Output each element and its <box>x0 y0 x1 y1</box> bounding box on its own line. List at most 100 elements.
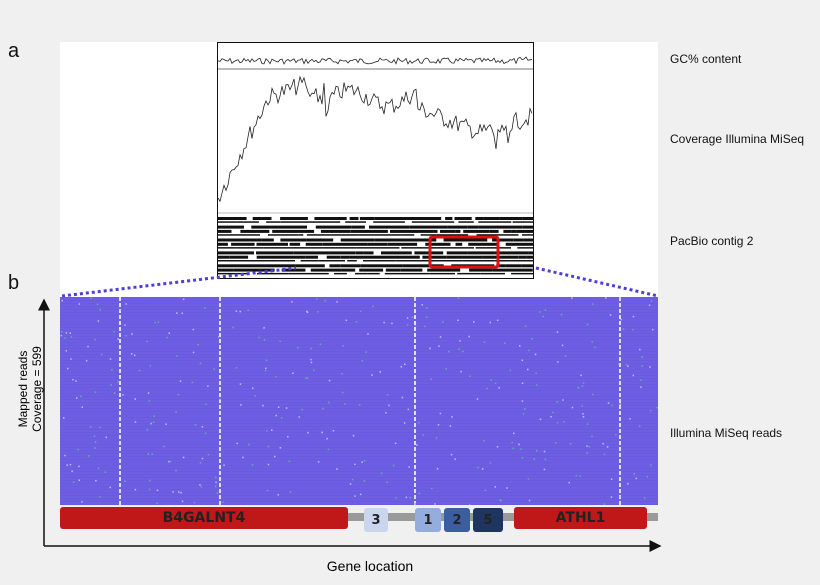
mismatch-dot <box>153 415 155 417</box>
contig-segment <box>433 229 438 233</box>
mismatch-dot <box>109 358 112 360</box>
mismatch-dot <box>392 464 395 467</box>
mismatch-dot <box>94 391 97 393</box>
mismatch-dot <box>388 404 390 407</box>
contig-segment <box>231 242 255 246</box>
contig-segment <box>290 260 295 262</box>
contig-segment <box>499 217 523 220</box>
mismatch-dot <box>232 326 234 329</box>
contig-segment <box>522 217 533 220</box>
contig-segment <box>247 260 279 262</box>
mismatch-dot <box>94 447 96 449</box>
mismatch-dot <box>622 328 625 330</box>
contig-segment <box>394 229 434 233</box>
mismatch-dot <box>81 501 83 503</box>
contig-segment <box>345 221 366 223</box>
mismatch-dot <box>469 503 471 505</box>
mismatch-dot <box>462 350 464 353</box>
mismatch-dot <box>76 397 78 399</box>
mismatch-dot <box>358 404 361 406</box>
mismatch-dot <box>450 453 453 456</box>
contig-segment <box>395 260 429 262</box>
mismatch-dot <box>201 457 204 460</box>
genome-tracks-svg <box>218 56 533 275</box>
contig-segment <box>218 255 230 259</box>
mismatch-dot <box>113 392 116 394</box>
gene-athl1: ATHL1 <box>514 507 647 529</box>
contig-segment <box>387 242 418 246</box>
contig-segment <box>218 242 228 246</box>
x-axis-label: Gene location <box>326 558 414 574</box>
mismatch-dot <box>124 324 126 326</box>
contig-segment <box>218 221 237 223</box>
contig-segment <box>229 255 244 259</box>
mismatch-dot <box>63 417 65 419</box>
mismatch-dot <box>577 387 580 389</box>
mismatch-dot <box>215 476 217 479</box>
mismatch-dot <box>326 437 328 440</box>
contig-segment <box>218 251 254 255</box>
contig-segment <box>516 229 533 233</box>
mismatch-dot <box>163 445 165 448</box>
mismatch-dot <box>322 407 324 410</box>
mismatch-dot <box>152 421 155 423</box>
mismatch-dot <box>78 303 81 305</box>
mismatch-dot <box>543 468 546 471</box>
mismatch-dot <box>571 297 573 299</box>
mismatch-dot <box>430 378 432 380</box>
mismatch-dot <box>535 384 538 386</box>
mismatch-dot <box>489 462 492 464</box>
mismatch-dot <box>629 418 631 420</box>
mismatch-dot <box>509 369 512 371</box>
contig-segment <box>374 238 409 242</box>
mismatch-dot <box>154 321 156 324</box>
contig-segment <box>218 229 232 233</box>
contig-segment <box>288 272 329 275</box>
mismatch-dot <box>235 367 238 369</box>
contig-segment <box>306 234 332 236</box>
contig-segment <box>478 221 512 223</box>
mismatch-dot <box>109 486 111 489</box>
contig-segment <box>261 238 274 242</box>
mismatch-dot <box>438 345 440 347</box>
mismatch-dot <box>386 394 389 396</box>
mismatch-dot <box>354 495 356 497</box>
contig-segment <box>425 242 451 246</box>
mismatch-dot <box>292 372 294 374</box>
mismatch-dot <box>421 304 423 306</box>
contig-segment <box>475 247 511 249</box>
contig-segment <box>218 238 262 242</box>
mismatch-dot <box>199 362 202 365</box>
mismatch-dot <box>606 446 609 448</box>
mismatch-dot <box>95 479 97 482</box>
mismatch-dot <box>78 465 80 468</box>
mismatch-dot <box>579 475 581 477</box>
mismatch-dot <box>194 424 197 426</box>
mismatch-dot <box>641 356 643 358</box>
contig-segment <box>505 264 522 268</box>
contig-segment <box>266 221 281 223</box>
mismatch-dot <box>97 320 100 322</box>
contig-segment <box>518 255 527 259</box>
mismatch-dot <box>448 350 450 353</box>
mismatch-dot <box>156 489 159 491</box>
contig-segment <box>446 251 468 255</box>
mismatch-dot <box>403 422 406 424</box>
mismatch-dot <box>640 379 642 381</box>
mismatch-dot <box>650 464 652 466</box>
mismatch-dot <box>361 360 363 362</box>
mismatch-dot <box>457 297 460 300</box>
contig-segment <box>447 225 468 229</box>
mismatch-dot <box>611 404 613 407</box>
contig-segment <box>306 238 334 242</box>
contig-segment <box>256 242 288 246</box>
mismatch-dot <box>635 477 637 480</box>
mismatch-dot <box>327 448 330 451</box>
mismatch-dot <box>336 468 338 470</box>
mismatch-dot <box>521 382 524 384</box>
mismatch-dot <box>476 398 479 400</box>
contig-segment <box>505 225 523 229</box>
mismatch-dot <box>512 447 514 450</box>
contig-segment <box>218 247 237 249</box>
mismatch-dot <box>527 368 529 371</box>
